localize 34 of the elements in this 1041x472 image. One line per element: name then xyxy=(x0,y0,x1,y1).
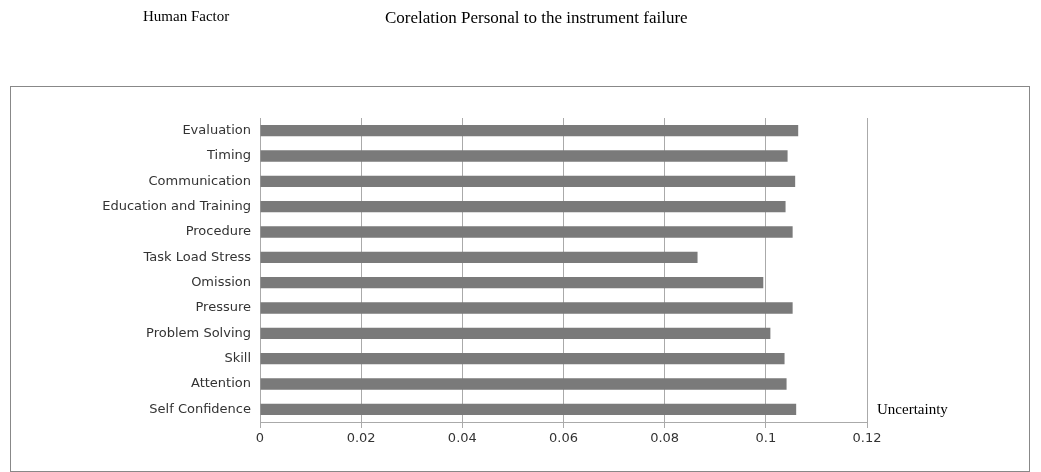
x-tick-label: 0.04 xyxy=(447,430,477,446)
x-tick-label: 0.08 xyxy=(650,430,680,446)
bar xyxy=(260,352,785,365)
bar xyxy=(260,327,771,340)
y-tick-label: Task Load Stress xyxy=(142,248,252,264)
y-tick-label: Evaluation xyxy=(182,122,251,138)
bar xyxy=(260,378,787,390)
x-tick-label: 0 xyxy=(255,430,265,446)
y-tick-label: Skill xyxy=(224,350,251,366)
text: Human Factor xyxy=(143,8,230,25)
y-tick-label: Education and Training xyxy=(102,198,251,214)
y-tick-label: Procedure xyxy=(185,223,251,239)
bar xyxy=(260,226,793,238)
x-tick-label: 0.06 xyxy=(549,430,578,446)
y-tick-label: Problem Solving xyxy=(146,324,251,340)
x-tick-label: 0.1 xyxy=(755,430,777,446)
x-tick-label: 0.12 xyxy=(852,430,882,446)
x-tick-label: 0.02 xyxy=(346,430,376,446)
x-axis-title: Uncertainty xyxy=(877,401,948,418)
y-tick-label: Attention xyxy=(191,375,251,391)
y-tick-label: Omission xyxy=(191,274,251,290)
bar xyxy=(260,276,764,289)
y-tick-label: Self Confidence xyxy=(149,400,251,416)
bar xyxy=(260,124,799,137)
bar xyxy=(260,403,797,416)
bar xyxy=(260,150,788,162)
chart-title: Corelation Personal to the instrument failure xyxy=(385,8,688,28)
y-tick-label: Timing xyxy=(206,147,251,163)
bar xyxy=(260,251,698,264)
y-tick-label: Pressure xyxy=(195,299,251,315)
bar xyxy=(260,200,786,213)
bar xyxy=(260,302,793,314)
bar xyxy=(260,175,796,188)
y-tick-label: Communication xyxy=(148,172,251,188)
